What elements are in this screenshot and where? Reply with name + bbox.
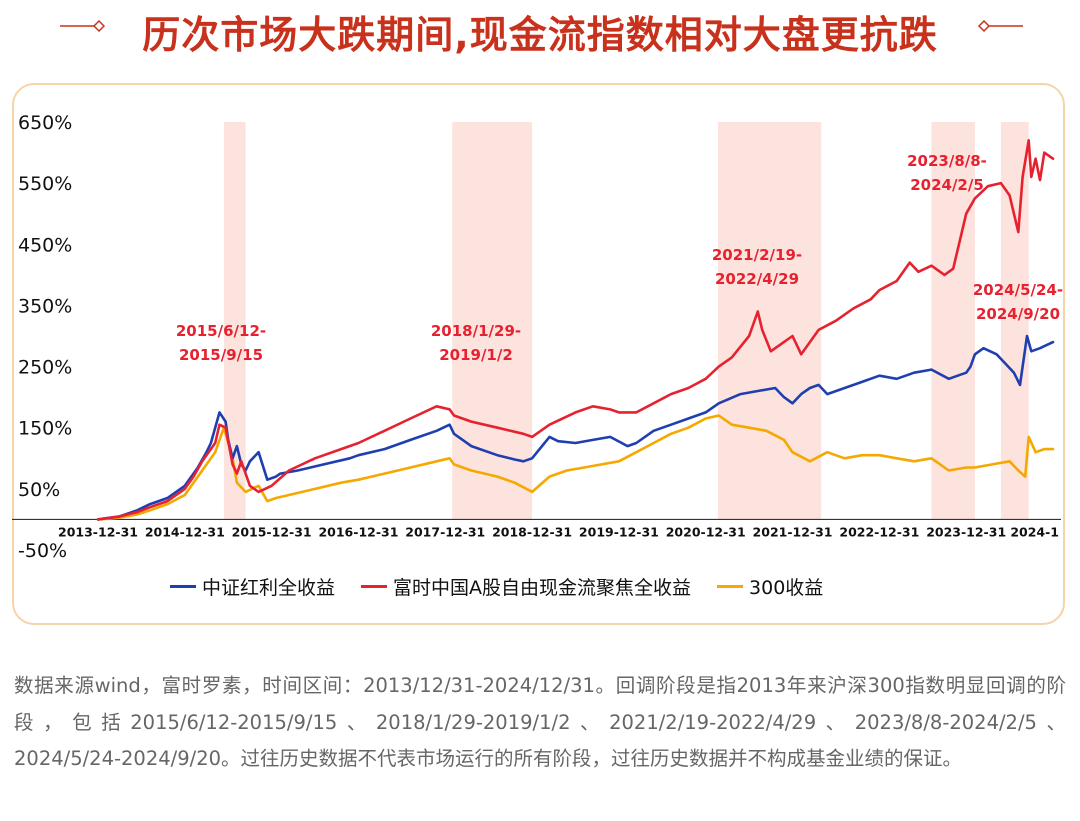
page-title: 历次市场大跌期间,现金流指数相对大盘更抗跌 <box>142 13 938 57</box>
legend-label-hs300: 300收益 <box>749 576 824 599</box>
x-tick-label-0: 2013-12-31 <box>58 524 138 539</box>
x-tick-label-7: 2020-12-31 <box>666 524 746 539</box>
x-tick-label-10: 2023-12-31 <box>926 524 1006 539</box>
legend-swatch-hs300 <box>717 584 744 588</box>
drawdown-band-3 <box>931 122 975 520</box>
y-tick-label-3: 350% <box>18 295 72 317</box>
x-tick-label-6: 2019-12-31 <box>579 524 659 539</box>
title-row: 历次市场大跌期间,现金流指数相对大盘更抗跌 <box>0 0 1080 58</box>
x-tick-label-3: 2016-12-31 <box>318 524 398 539</box>
chart-axes: 650% 550% 450% 350% 250% 150% 50% -50%2013-12-3… <box>12 112 1061 562</box>
y-tick-label-7: -50% <box>18 540 67 562</box>
legend-item-dividend: 中证红利全收益 <box>170 573 335 600</box>
x-tick-label-9: 2022-12-31 <box>839 524 919 539</box>
drawdown-label-3: 2023/8/8-2024/2/5 <box>907 152 987 194</box>
chart-series <box>96 139 1055 521</box>
legend-item-hs300: 300收益 <box>717 573 823 600</box>
legend-label-dividend: 中证红利全收益 <box>202 576 336 599</box>
title-left-ornament-icon <box>60 19 105 33</box>
x-tick-label-5: 2018-12-31 <box>492 524 572 539</box>
y-tick-label-1: 550% <box>18 173 72 195</box>
y-tick-label-4: 250% <box>18 357 72 379</box>
y-tick-label-6: 50% <box>18 479 60 501</box>
drawdown-label-1: 2018/1/29-2019/1/2 <box>431 322 521 364</box>
x-tick-label-11: 2024-1 <box>1010 524 1059 539</box>
source-footnote: 数据来源wind，富时罗素，时间区间：2013/12/31-2024/12/31… <box>14 674 1066 770</box>
series-line-0 <box>96 334 1055 521</box>
drawdown-band-2 <box>717 122 822 520</box>
legend-label-ftse: 富时中国A股自由现金流聚焦全收益 <box>393 576 692 599</box>
drawdown-band-0 <box>223 122 246 520</box>
x-tick-label-2: 2015-12-31 <box>232 524 312 539</box>
drawdown-label-2: 2021/2/19-2022/4/29 <box>712 246 802 288</box>
line-chart: 650% 550% 450% 350% 250% 150% 50% -50%2013-12-3… <box>12 112 1063 562</box>
legend-swatch-ftse <box>361 584 388 588</box>
x-tick-label-4: 2017-12-31 <box>405 524 485 539</box>
drawdown-label-0: 2015/6/12-2015/9/15 <box>176 322 266 364</box>
y-tick-label-2: 450% <box>18 234 72 256</box>
chart-card <box>12 83 1065 625</box>
chart-legend: 中证红利全收益 富时中国A股自由现金流聚焦全收益 300收益 <box>170 572 823 600</box>
title-right-ornament-icon <box>978 19 1023 33</box>
legend-item-ftse: 富时中国A股自由现金流聚焦全收益 <box>361 573 691 600</box>
drawdown-annotations: 2015/6/12-2015/9/15 2018/1/29-2019/1/2 202… <box>176 152 1063 364</box>
legend-swatch-dividend <box>170 584 196 588</box>
series-line-1 <box>96 139 1055 521</box>
y-tick-label-0: 650% <box>18 112 72 134</box>
y-tick-label-5: 150% <box>18 418 72 440</box>
x-tick-label-8: 2021-12-31 <box>753 524 833 539</box>
drawdown-label-4: 2024/5/24-2024/9/20 <box>973 281 1063 323</box>
x-tick-label-1: 2014-12-31 <box>145 524 225 539</box>
drawdown-bands <box>223 122 1029 520</box>
